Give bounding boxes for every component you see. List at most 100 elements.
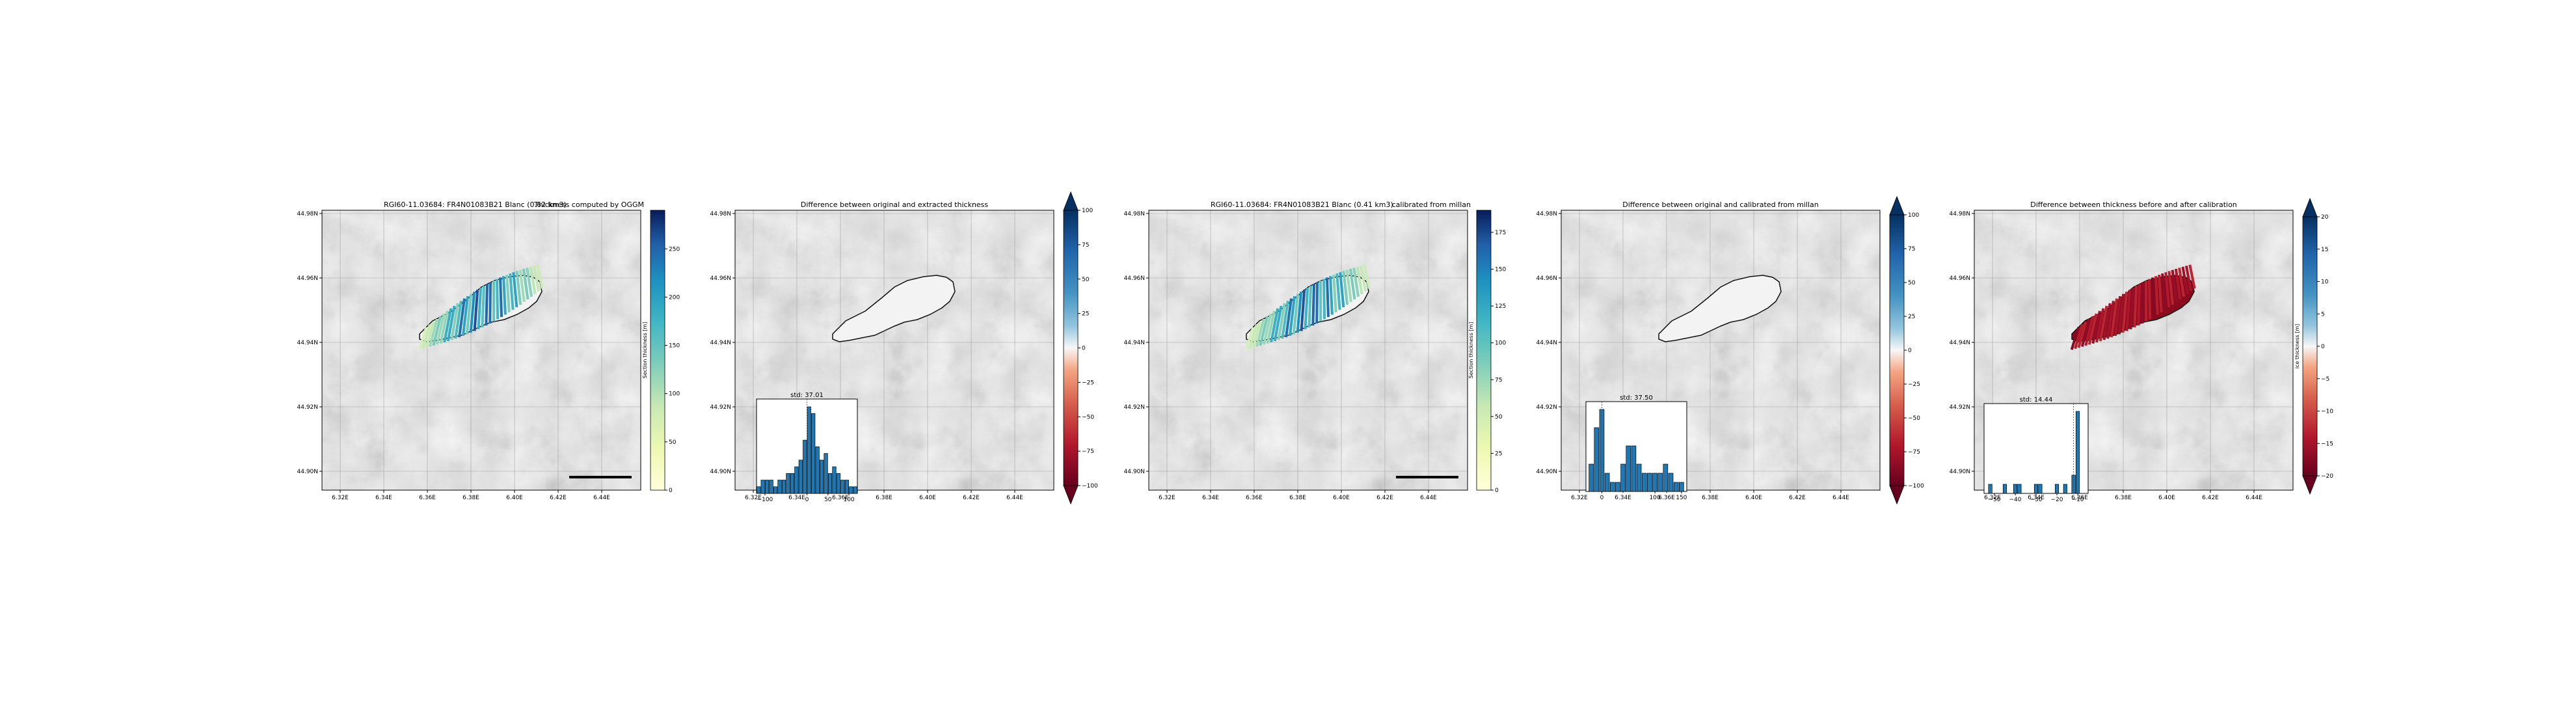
inset-x-tick-label: 100 bbox=[1649, 495, 1660, 501]
flowline-section bbox=[1270, 308, 1280, 343]
flowline-section bbox=[1244, 327, 1255, 350]
flowline-section bbox=[526, 268, 533, 297]
flowline-section bbox=[1304, 287, 1309, 329]
flowline-section bbox=[498, 277, 503, 318]
scale-bar bbox=[1396, 476, 1458, 478]
lat-tick-label: 44.94N bbox=[1950, 340, 1971, 346]
colorbar-tick-label: 125 bbox=[1495, 303, 1506, 310]
histogram-bar bbox=[1663, 463, 1669, 492]
lon-tick-label: 6.40E bbox=[919, 495, 936, 501]
histogram-bar bbox=[1657, 473, 1663, 492]
map-panel-3: 6.32E 6.34E 6.36E 6.38E 6.40E 6.42E 6.44E 44.98… bbox=[1124, 200, 1471, 501]
lat-tick-label: 44.98N bbox=[1124, 211, 1146, 217]
inset-x-tick-label: −100 bbox=[757, 497, 773, 503]
flowline-section bbox=[2133, 286, 2138, 328]
histogram-bar bbox=[760, 480, 765, 494]
histogram-bar bbox=[1626, 445, 1631, 492]
histogram-bar bbox=[853, 486, 857, 494]
flowline-section bbox=[1300, 289, 1306, 331]
flowline-section bbox=[1273, 305, 1283, 342]
colorbar-gradient bbox=[1476, 210, 1492, 491]
lon-tick-label: 6.34E bbox=[1615, 495, 1631, 501]
flowline-section bbox=[1342, 271, 1349, 305]
flowline-section bbox=[515, 271, 522, 305]
histogram-bar bbox=[1641, 473, 1647, 492]
inset-x-tick-label: −10 bbox=[2072, 497, 2084, 503]
inset-std-label: std: 14.44 bbox=[2020, 396, 2053, 404]
colorbar-gradient bbox=[1889, 214, 1905, 486]
flowline-section bbox=[439, 310, 449, 344]
colorbar-tick-label: 0 bbox=[669, 488, 673, 494]
histogram-bar bbox=[777, 480, 782, 494]
histogram-inset-1: std: 37.01 −100 0 50 100 bbox=[756, 392, 858, 503]
lat-tick-label: 44.96N bbox=[1124, 275, 1146, 282]
histogram-bar bbox=[769, 480, 773, 494]
flowline-section bbox=[477, 287, 483, 329]
lon-tick-label: 6.32E bbox=[1984, 495, 2001, 501]
flowline-section bbox=[2151, 277, 2156, 318]
inset-x-tick-label: −20 bbox=[2051, 497, 2063, 503]
lon-tick-label: 6.44E bbox=[1420, 495, 1437, 501]
lat-tick-label: 44.90N bbox=[297, 469, 319, 475]
inset-frame bbox=[1983, 403, 2089, 494]
flowline-section bbox=[1311, 284, 1316, 326]
lon-tick-label: 6.34E bbox=[2028, 495, 2045, 501]
flowline-section bbox=[418, 327, 428, 350]
lon-tick-label: 6.42E bbox=[2202, 495, 2219, 501]
flowline-section bbox=[2087, 313, 2098, 345]
flowline-section bbox=[461, 296, 470, 337]
colorbar-tick-label: 5 bbox=[2321, 311, 2325, 318]
flowline-section bbox=[2167, 271, 2175, 305]
colorbar-tick-label: 250 bbox=[669, 246, 680, 253]
flowline-section bbox=[2102, 303, 2112, 340]
inset-x-tick-label: 150 bbox=[1676, 495, 1687, 501]
colorbar-tick-label: −5 bbox=[2321, 376, 2329, 383]
lon-tick-label: 6.38E bbox=[2115, 495, 2132, 501]
histogram-bar bbox=[2002, 484, 2007, 494]
lon-tick-label: 6.38E bbox=[876, 495, 892, 501]
flowline-section bbox=[2137, 284, 2141, 326]
flowline-section bbox=[1356, 266, 1363, 294]
panel-title: RGI60-11.03684: FR4N01083B21 Blanc (0.62… bbox=[384, 200, 567, 209]
flowline-section bbox=[425, 321, 435, 348]
colorbar-4: 100 75 50 25 0 −25 −50 −75 −100 bbox=[1889, 195, 1924, 505]
flowline-section bbox=[2099, 305, 2108, 342]
flowline-section bbox=[1292, 294, 1300, 335]
flowline-section bbox=[1308, 286, 1313, 328]
colorbar-tick-label: 50 bbox=[1082, 277, 1090, 283]
histogram-bar bbox=[781, 480, 786, 494]
colorbar-tick-label: 200 bbox=[669, 294, 680, 301]
lat-tick-label: 44.90N bbox=[1536, 469, 1558, 475]
flowline-section bbox=[502, 276, 507, 315]
flowline-section bbox=[505, 274, 511, 312]
histogram-bar bbox=[2054, 484, 2059, 494]
lon-tick-label: 6.40E bbox=[1745, 495, 1762, 501]
colorbar-tick-label: 50 bbox=[1908, 280, 1916, 286]
lon-tick-label: 6.40E bbox=[1333, 495, 1350, 501]
axes-frame bbox=[734, 210, 1054, 491]
flowline-section bbox=[1281, 300, 1289, 339]
lon-tick-label: 6.34E bbox=[375, 495, 392, 501]
glacier-outline bbox=[1658, 275, 1782, 342]
colorbar-extend-min bbox=[1889, 485, 1905, 505]
flowline-section bbox=[518, 269, 526, 303]
colorbar-2: 100 75 50 25 0 −25 −50 −75 −100 bbox=[1063, 191, 1098, 505]
hillshade-relief bbox=[322, 210, 641, 490]
flowline-section bbox=[2106, 300, 2115, 339]
colorbar-extend-max bbox=[2302, 197, 2318, 217]
colorbar-tick-label: 150 bbox=[669, 343, 680, 350]
lat-tick-label: 44.96N bbox=[1536, 275, 1558, 282]
lon-tick-label: 6.42E bbox=[1376, 495, 1393, 501]
histogram-bar bbox=[827, 473, 833, 494]
flowline-section bbox=[446, 305, 456, 342]
colorbar-1: 0 50 100 150 200 250 Section thickness [m] bbox=[642, 210, 680, 494]
panel-subtitle: Thickness computed by OGGM bbox=[533, 200, 644, 209]
histogram-bar bbox=[1599, 409, 1605, 492]
flowline-section bbox=[495, 279, 500, 320]
flowline-section bbox=[1352, 268, 1360, 297]
histogram-bar bbox=[832, 466, 837, 494]
histogram-bar bbox=[1988, 484, 1992, 494]
flowline-section bbox=[2184, 265, 2193, 292]
lon-tick-label: 6.40E bbox=[506, 495, 523, 501]
histogram-bar bbox=[1668, 473, 1674, 492]
